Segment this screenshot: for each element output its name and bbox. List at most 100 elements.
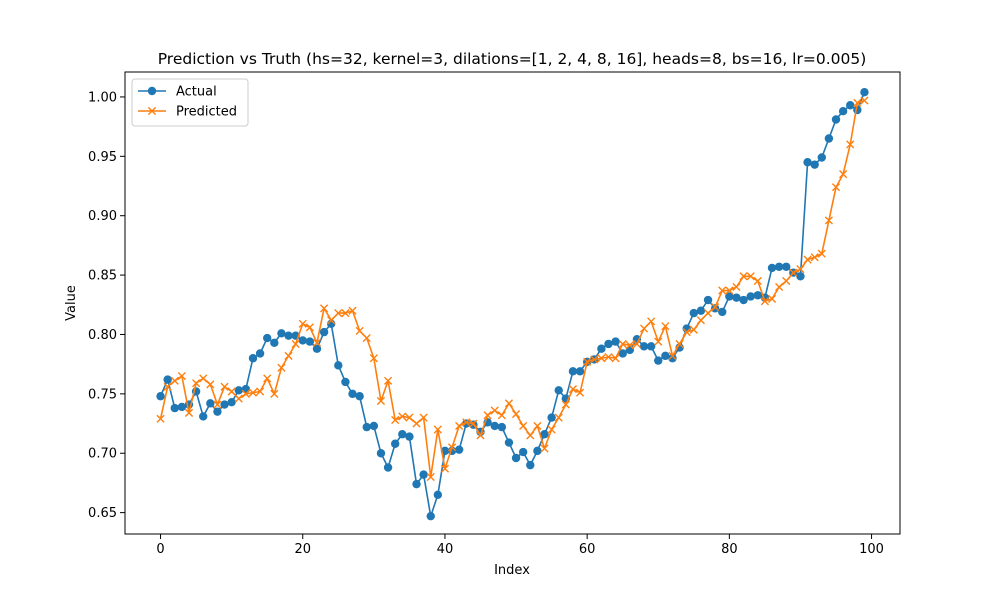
data-point <box>319 304 329 313</box>
data-point <box>319 327 329 337</box>
data-point <box>547 425 556 434</box>
data-point <box>305 323 314 332</box>
data-point <box>853 98 862 107</box>
data-point <box>270 338 279 347</box>
data-point <box>298 319 307 328</box>
data-point <box>725 286 734 295</box>
data-point <box>270 389 279 398</box>
data-point <box>511 409 521 419</box>
data-point <box>682 328 691 337</box>
data-point <box>327 316 336 325</box>
data-point <box>455 421 464 431</box>
data-point <box>625 341 634 350</box>
data-point <box>561 400 570 409</box>
data-point <box>547 413 556 422</box>
data-point <box>711 303 720 312</box>
data-point <box>568 385 578 394</box>
data-point <box>462 419 471 428</box>
data-point <box>554 413 563 422</box>
data-point <box>369 421 379 431</box>
data-point <box>156 392 165 401</box>
data-point <box>646 342 656 351</box>
data-point <box>192 379 201 388</box>
data-point <box>540 430 549 439</box>
data-point <box>263 374 272 383</box>
data-point <box>255 387 265 396</box>
data-point <box>817 249 826 258</box>
data-point <box>305 337 315 346</box>
data-point <box>611 354 620 363</box>
data-point <box>206 380 215 389</box>
data-point <box>419 470 428 479</box>
data-point <box>199 374 208 383</box>
x-tick-label: 40 <box>437 542 454 557</box>
data-point <box>661 351 670 361</box>
data-point <box>284 351 293 360</box>
data-point <box>654 337 663 346</box>
data-point <box>775 282 784 292</box>
data-point <box>540 444 549 453</box>
data-point <box>725 292 734 301</box>
data-point <box>490 406 499 415</box>
data-point <box>767 263 777 273</box>
y-tick-label: 0.95 <box>88 150 117 165</box>
data-point <box>390 439 400 448</box>
data-point <box>661 322 670 331</box>
chart-title: Prediction vs Truth (hs=32, kernel=3, di… <box>158 50 867 68</box>
y-tick-label: 0.90 <box>88 209 117 224</box>
data-point <box>348 306 357 315</box>
data-point <box>376 396 386 406</box>
data-point <box>739 295 748 305</box>
data-point <box>846 101 855 110</box>
data-point <box>604 339 613 349</box>
data-point <box>824 134 834 143</box>
data-point <box>839 170 848 179</box>
data-point <box>746 292 755 301</box>
data-point <box>774 262 784 271</box>
x-tick-label: 60 <box>579 542 596 557</box>
data-point <box>718 286 727 295</box>
data-point <box>341 377 350 387</box>
data-point <box>732 293 741 302</box>
data-point <box>355 392 364 401</box>
data-point <box>163 375 172 384</box>
data-point <box>597 354 606 363</box>
data-point <box>398 430 407 439</box>
series-predicted <box>156 96 869 482</box>
data-point <box>348 389 357 399</box>
data-point <box>639 324 649 333</box>
data-point <box>497 411 506 420</box>
data-point <box>831 183 841 192</box>
data-point <box>554 386 563 395</box>
legend-marker <box>147 106 157 116</box>
data-point <box>575 367 585 376</box>
data-point <box>689 325 698 334</box>
data-point <box>405 413 414 422</box>
y-tick-label: 0.75 <box>88 387 117 402</box>
data-point <box>846 140 855 149</box>
data-point <box>391 415 400 425</box>
data-point <box>746 272 755 281</box>
data-point <box>341 309 350 318</box>
data-point <box>803 255 812 264</box>
data-point <box>298 336 307 345</box>
data-point <box>796 265 805 274</box>
data-point <box>255 349 265 358</box>
data-point <box>647 317 656 326</box>
data-point <box>533 446 542 456</box>
data-point <box>277 363 286 372</box>
data-point <box>618 349 627 358</box>
data-point <box>675 339 684 349</box>
data-point <box>803 158 812 167</box>
data-point <box>668 351 677 360</box>
data-point <box>518 447 528 457</box>
data-point <box>497 422 507 432</box>
data-point <box>668 354 677 363</box>
data-point <box>767 294 777 303</box>
data-point <box>860 87 869 97</box>
data-point <box>277 329 286 338</box>
data-point <box>703 309 713 318</box>
series-line <box>159 91 866 517</box>
data-point <box>220 400 229 409</box>
